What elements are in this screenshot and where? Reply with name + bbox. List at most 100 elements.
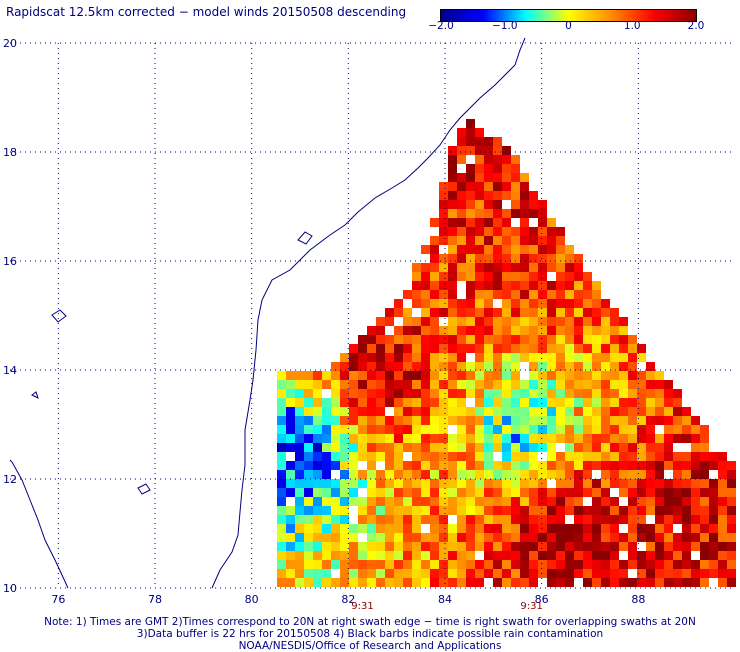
- swath-cell: [457, 146, 466, 155]
- swath-cell: [493, 407, 502, 416]
- swath-cell: [520, 389, 529, 398]
- swath-cell: [349, 551, 358, 560]
- swath-cell: [574, 407, 583, 416]
- swath-cell: [466, 434, 475, 443]
- swath-cell: [439, 263, 448, 272]
- swath-cell: [466, 326, 475, 335]
- swath-cell: [610, 317, 619, 326]
- footnote-line-1: Note: 1) Times are GMT 2)Times correspon…: [44, 616, 696, 628]
- swath-cell: [475, 425, 484, 434]
- swath-cell: [421, 290, 430, 299]
- swath-cell: [583, 335, 592, 344]
- swath-cell: [475, 470, 484, 479]
- swath-cell: [448, 506, 457, 515]
- swath-cell: [556, 380, 565, 389]
- swath-cell: [475, 407, 484, 416]
- swath-cell: [583, 416, 592, 425]
- swath-cell: [430, 335, 439, 344]
- swath-cell: [439, 209, 448, 218]
- swath-cell: [466, 551, 475, 560]
- swath-cell: [385, 380, 394, 389]
- swath-cell: [538, 443, 547, 452]
- swath-cell: [385, 533, 394, 542]
- swath-cell: [502, 416, 511, 425]
- swath-cell: [430, 290, 439, 299]
- swath-cell: [484, 515, 493, 524]
- swath-cell: [295, 416, 304, 425]
- swath-cell: [574, 299, 583, 308]
- swath-cell: [277, 407, 286, 416]
- swath-cell: [286, 515, 295, 524]
- swath-cell: [538, 389, 547, 398]
- swath-cell: [637, 497, 646, 506]
- swath-cell: [358, 389, 367, 398]
- swath-cell: [619, 470, 628, 479]
- swath-cell: [502, 173, 511, 182]
- swath-cell: [727, 515, 736, 524]
- swath-cell: [691, 416, 700, 425]
- swath-cell: [592, 497, 601, 506]
- swath-cell: [331, 425, 340, 434]
- swath-cell: [592, 290, 601, 299]
- swath-cell: [439, 308, 448, 317]
- swath-cell: [439, 533, 448, 542]
- swath-cell: [421, 461, 430, 470]
- swath-cell: [403, 290, 412, 299]
- swath-cell: [394, 488, 403, 497]
- swath-cell: [709, 488, 718, 497]
- swath-cell: [457, 137, 466, 146]
- swath-cell: [601, 470, 610, 479]
- swath-cell: [331, 542, 340, 551]
- swath-cell: [673, 398, 682, 407]
- swath-cell: [430, 443, 439, 452]
- swath-cell: [583, 344, 592, 353]
- swath-cell: [538, 362, 547, 371]
- swath-cell: [304, 506, 313, 515]
- swath-cell: [556, 434, 565, 443]
- swath-cell: [538, 515, 547, 524]
- swath-cell: [304, 569, 313, 578]
- swath-cell: [529, 488, 538, 497]
- swath-cell: [529, 344, 538, 353]
- swath-cell: [322, 560, 331, 569]
- swath-cell: [529, 533, 538, 542]
- swath-cell: [565, 452, 574, 461]
- swath-cell: [502, 209, 511, 218]
- swath-cell: [601, 569, 610, 578]
- swath-cell: [394, 452, 403, 461]
- swath-cell: [700, 515, 709, 524]
- swath-cell: [520, 542, 529, 551]
- swath-cell: [502, 551, 511, 560]
- swath-cell: [628, 416, 637, 425]
- swath-cell: [295, 551, 304, 560]
- swath-cell: [592, 371, 601, 380]
- swath-cell: [439, 299, 448, 308]
- swath-cell: [664, 443, 673, 452]
- swath-cell: [610, 434, 619, 443]
- swath-cell: [538, 218, 547, 227]
- swath-cell: [439, 371, 448, 380]
- swath-cell: [493, 380, 502, 389]
- swath-cell: [619, 389, 628, 398]
- swath-cell: [637, 569, 646, 578]
- swath-cell: [520, 335, 529, 344]
- swath-cell: [511, 353, 520, 362]
- swath-cell: [493, 245, 502, 254]
- swath-cell: [475, 146, 484, 155]
- swath-cell: [529, 479, 538, 488]
- swath-cell: [547, 560, 556, 569]
- swath-cell: [430, 407, 439, 416]
- swath-cell: [538, 326, 547, 335]
- swath-cell: [547, 299, 556, 308]
- swath-cell: [610, 308, 619, 317]
- swath-cell: [349, 461, 358, 470]
- swath-cell: [574, 533, 583, 542]
- swath-cell: [439, 506, 448, 515]
- swath-cell: [682, 506, 691, 515]
- swath-cell: [646, 542, 655, 551]
- swath-cell: [664, 380, 673, 389]
- swath-cell: [502, 569, 511, 578]
- footnote-line-3: NOAA/NESDIS/Office of Research and Appli…: [238, 640, 502, 652]
- swath-cell: [376, 578, 385, 587]
- swath-cell: [448, 146, 457, 155]
